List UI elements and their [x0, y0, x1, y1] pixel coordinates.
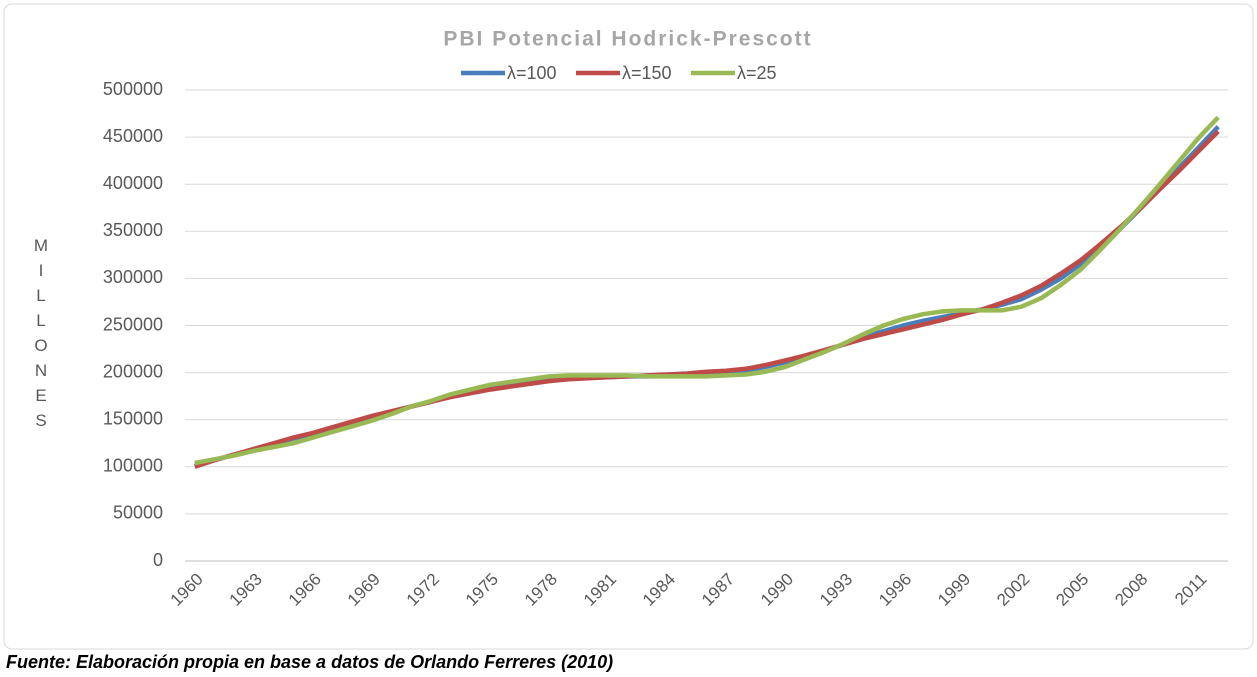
y-axis-label: MILLONES	[32, 236, 51, 436]
legend-label: λ=25	[737, 63, 777, 83]
y-tick-label: 350000	[103, 220, 163, 240]
y-tick-label: 100000	[103, 456, 163, 476]
y-tick-label: 500000	[103, 79, 163, 99]
legend-label: λ=150	[622, 63, 672, 83]
y-tick-label: 50000	[113, 503, 163, 523]
y-tick-label: 150000	[103, 408, 163, 428]
legend-label: λ=100	[507, 63, 557, 83]
line-series	[194, 129, 1220, 469]
chart-title: PBI Potencial Hodrick-Prescott	[443, 28, 812, 51]
y-tick-label: 450000	[103, 126, 163, 146]
y-tick-label: 300000	[103, 267, 163, 287]
line-series	[194, 115, 1220, 466]
y-tick-label: 400000	[103, 173, 163, 193]
y-tick-label: 200000	[103, 361, 163, 381]
y-tick-label: 250000	[103, 314, 163, 334]
source-note: Fuente: Elaboración propia en base a dat…	[6, 652, 613, 672]
chart-frame	[3, 3, 1254, 650]
y-tick-label: 0	[153, 550, 163, 570]
